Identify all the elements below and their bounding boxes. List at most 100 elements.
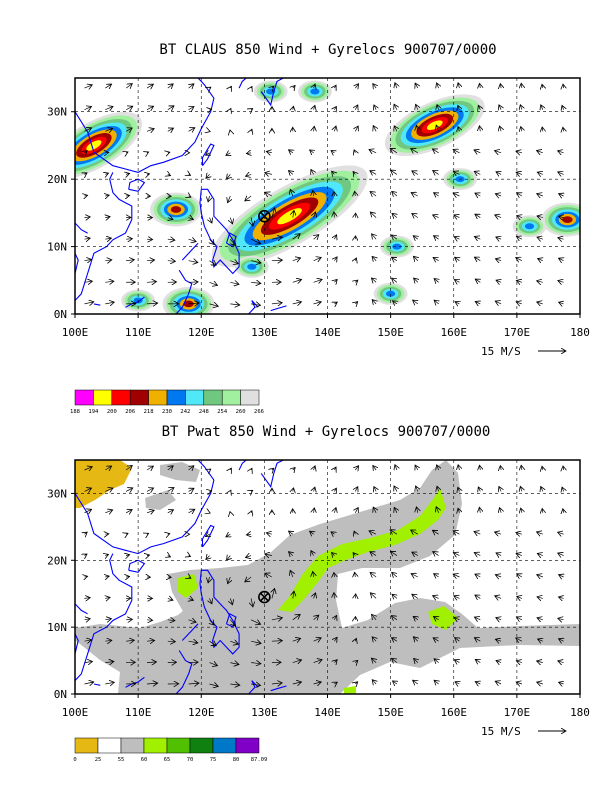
wind-vector (394, 486, 397, 492)
wind-vector (495, 639, 502, 641)
wind-vector (474, 237, 481, 240)
wind-vector (478, 487, 480, 491)
wind-vector (210, 620, 215, 625)
wind-vector (479, 507, 480, 513)
x-tick-label: 100E (62, 326, 89, 339)
wind-vector (454, 215, 460, 218)
wind-vector (558, 661, 564, 663)
wind-vector (168, 466, 173, 470)
wind-vector (251, 684, 260, 685)
wind-vector (395, 83, 397, 88)
wind-vector (334, 126, 336, 131)
wind-vector (251, 511, 252, 513)
cloud-contour (86, 140, 102, 151)
wind-vector (167, 510, 174, 513)
wind-vector (105, 554, 108, 555)
wind-vector (370, 192, 377, 197)
colorbar-label: 80 (233, 757, 240, 763)
wind-vector (416, 125, 417, 132)
wind-vector (292, 302, 302, 304)
wind-vector (126, 174, 130, 175)
gyre-circle (258, 209, 271, 223)
top-wind-vectors (85, 83, 564, 307)
wind-vector (314, 593, 316, 599)
gyre-cross (259, 592, 269, 602)
wind-vector (289, 150, 293, 153)
wind-vector (105, 662, 114, 663)
wind-vector (84, 106, 92, 109)
wind-vector (411, 193, 418, 196)
wind-vector (314, 487, 315, 491)
wind-vector (334, 682, 337, 684)
wind-vector (474, 150, 481, 153)
wind-vector (209, 663, 218, 666)
wind-vector (392, 638, 397, 642)
wind-vector (147, 174, 150, 175)
wind-vector (168, 218, 173, 220)
top-gyre-marker (258, 209, 271, 223)
wind-vector (271, 641, 283, 642)
wind-vector (167, 239, 175, 240)
wind-vector (538, 259, 543, 261)
wind-vector (126, 533, 128, 534)
wind-vector (168, 174, 171, 175)
wind-vector (474, 171, 481, 174)
wind-vector (355, 638, 356, 641)
wind-vector (210, 218, 212, 223)
top-x-axis: 100E 110E 120E 130E 140E 150E 160E 170E 180 (62, 314, 590, 339)
wind-vector (313, 638, 322, 641)
wind-vector (332, 171, 335, 174)
wind-vector (496, 280, 501, 282)
wind-vector (105, 217, 110, 218)
colorbar-swatch (235, 737, 260, 754)
wind-vector (230, 282, 239, 284)
cloud-contour (524, 223, 535, 230)
colorbar-label: 55 (118, 757, 125, 763)
colorbar-swatch (97, 737, 122, 754)
wind-vector (126, 152, 128, 153)
wind-vector (480, 465, 481, 470)
wind-vector (85, 151, 88, 153)
wind-vector (495, 681, 502, 684)
wind-vector (521, 508, 522, 513)
colorbar-label: 25 (95, 757, 102, 763)
wind-vector (354, 150, 355, 153)
wind-vector (146, 129, 154, 132)
wind-vector (146, 282, 157, 283)
wind-vector (413, 300, 418, 304)
wind-vector (537, 532, 543, 534)
wind-vector (537, 575, 543, 577)
wind-vector (354, 531, 355, 534)
wind-vector (454, 660, 459, 663)
wind-vector (516, 258, 523, 261)
top-coastline (75, 78, 287, 314)
wind-vector (475, 682, 480, 684)
wind-vector (434, 574, 439, 577)
wind-vector (520, 105, 522, 110)
wind-vector (265, 554, 272, 556)
wind-vector (370, 171, 377, 175)
wind-vector (495, 596, 502, 599)
wind-vector (84, 467, 93, 470)
coastline-segment (75, 632, 79, 655)
wind-vector (390, 530, 398, 535)
wind-vector (390, 551, 398, 555)
wind-vector (167, 620, 175, 621)
coastline-segment (175, 650, 193, 694)
x-tick-label: 180 (570, 326, 590, 339)
wind-vector (411, 574, 418, 577)
wind-vector (230, 663, 239, 665)
top-colorbar: 188 194 200 206 218 230 242 248 254 260 266 (70, 389, 264, 415)
wind-vector (436, 507, 438, 513)
wind-vector (392, 213, 397, 217)
wind-vector (453, 171, 460, 174)
wind-vector (434, 279, 439, 283)
wind-vector (84, 238, 91, 239)
wind-vector (230, 490, 231, 491)
wind-vector (369, 531, 377, 534)
wind-vector (475, 214, 480, 217)
wind-vector (499, 105, 501, 110)
wind-vector (392, 191, 397, 196)
wind-vector (105, 173, 108, 174)
top-cloud-field (75, 80, 580, 314)
